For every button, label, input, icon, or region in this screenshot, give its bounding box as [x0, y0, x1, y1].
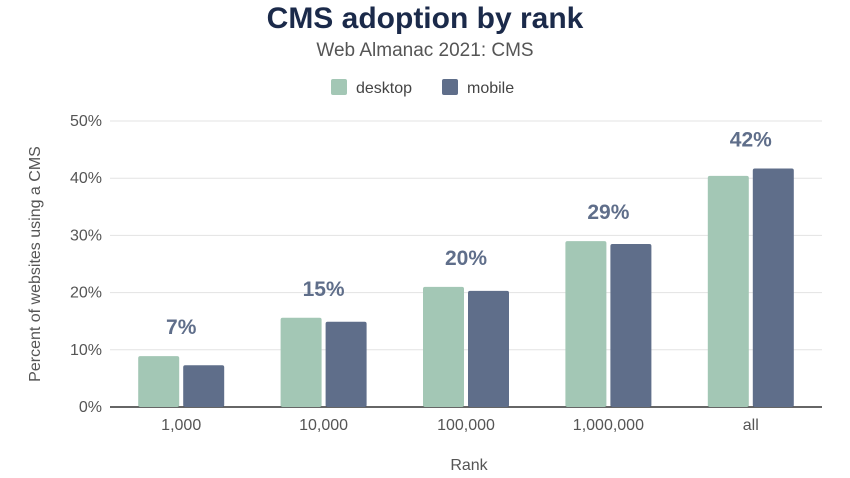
- bar-mobile: [183, 365, 225, 407]
- y-tick-label: 50%: [70, 113, 102, 130]
- legend-label-mobile: mobile: [467, 80, 514, 97]
- x-tick-label: 1,000: [161, 417, 201, 434]
- chart-subtitle: Web Almanac 2021: CMS: [316, 40, 534, 61]
- y-tick-label: 10%: [70, 342, 102, 359]
- data-label: 20%: [445, 247, 487, 270]
- y-axis-title: Percent of websites using a CMS: [27, 146, 44, 382]
- bar-desktop: [565, 241, 607, 407]
- x-tick-label: 1,000,000: [573, 417, 644, 434]
- chart-title: CMS adoption by rank: [266, 2, 584, 35]
- x-tick-label: all: [743, 417, 759, 434]
- legend-swatch-desktop: [331, 79, 347, 95]
- data-label: 7%: [166, 316, 197, 339]
- bar-desktop: [280, 317, 322, 407]
- x-axis-title: Rank: [450, 457, 488, 474]
- x-tick-label: 100,000: [437, 417, 495, 434]
- y-tick-label: 30%: [70, 227, 102, 244]
- y-tick-label: 0%: [79, 399, 102, 416]
- legend-label-desktop: desktop: [356, 80, 412, 97]
- y-tick-label: 40%: [70, 170, 102, 187]
- bar-desktop: [707, 175, 749, 407]
- bar-mobile: [610, 243, 652, 407]
- bar-mobile: [325, 321, 367, 407]
- data-label: 15%: [303, 278, 345, 301]
- x-tick-label: 10,000: [299, 417, 348, 434]
- bar-mobile: [752, 168, 794, 407]
- legend-swatch-mobile: [442, 79, 458, 95]
- y-tick-label: 20%: [70, 285, 102, 302]
- bar-mobile: [468, 290, 509, 407]
- bar-desktop: [423, 286, 464, 407]
- data-label: 42%: [730, 128, 772, 151]
- data-label: 29%: [587, 201, 629, 224]
- bar-desktop: [138, 356, 180, 407]
